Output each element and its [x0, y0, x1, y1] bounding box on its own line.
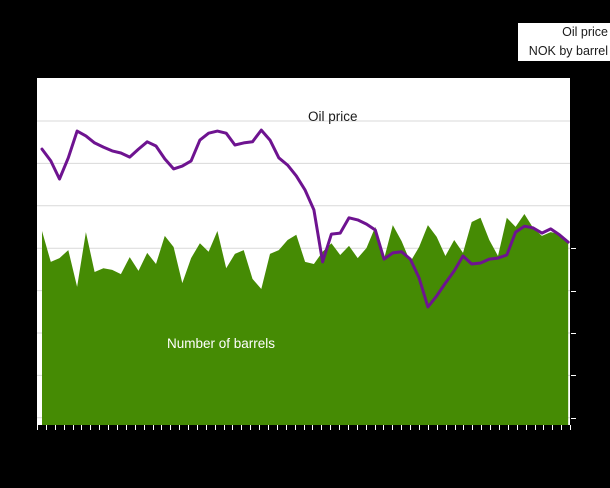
oil-price-line-series	[40, 128, 570, 309]
legend-line-oil-price: Oil price	[562, 25, 608, 39]
chart-svg	[37, 120, 570, 425]
plot-area: Oil price Number of barrels	[37, 78, 570, 425]
barrels-annotation: Number of barrels	[167, 336, 276, 351]
legend-box: Oil price NOK by barrel	[518, 23, 610, 61]
barrels-area-series	[42, 214, 569, 425]
oil-price-annotation: Oil price	[308, 109, 358, 124]
legend-line-unit: NOK by barrel	[528, 44, 608, 58]
x-axis-ticks	[37, 425, 573, 432]
y-axis-ticks	[571, 78, 578, 425]
